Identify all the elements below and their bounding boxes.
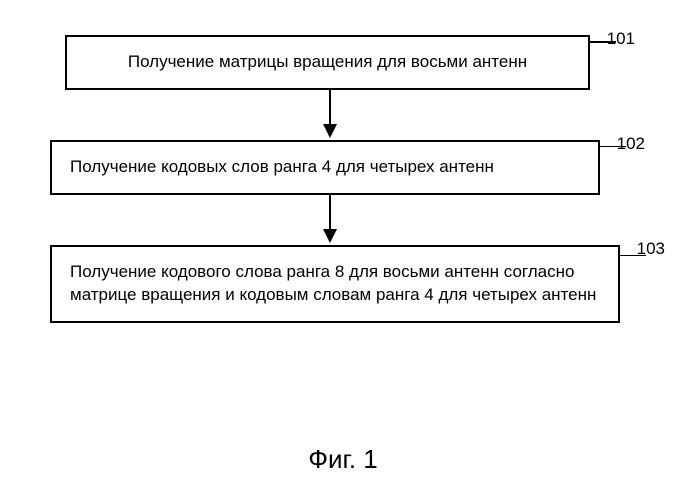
flowchart-container: Получение матрицы вращения для восьми ан… [50, 35, 620, 323]
arrow-1-head [323, 124, 337, 138]
arrow-2 [50, 195, 610, 245]
step-2-text: Получение кодовых слов ранга 4 для четыр… [70, 156, 580, 179]
flowchart-step-2: Получение кодовых слов ранга 4 для четыр… [50, 140, 600, 195]
arrow-2-line [329, 195, 331, 231]
arrow-2-head [323, 229, 337, 243]
step-3-text: Получение кодового слова ранга 8 для вос… [70, 261, 600, 307]
step-2-number: 102 [617, 134, 645, 154]
arrow-1-line [329, 90, 331, 126]
flowchart-step-1: Получение матрицы вращения для восьми ан… [65, 35, 590, 90]
figure-caption: Фиг. 1 [0, 444, 686, 475]
leader-line-1 [588, 41, 616, 43]
leader-line-3 [618, 255, 646, 257]
step-1-number: 101 [607, 29, 635, 49]
flowchart-step-3: Получение кодового слова ранга 8 для вос… [50, 245, 620, 323]
leader-line-2 [598, 146, 626, 148]
arrow-1 [50, 90, 610, 140]
step-1-text: Получение матрицы вращения для восьми ан… [85, 51, 570, 74]
